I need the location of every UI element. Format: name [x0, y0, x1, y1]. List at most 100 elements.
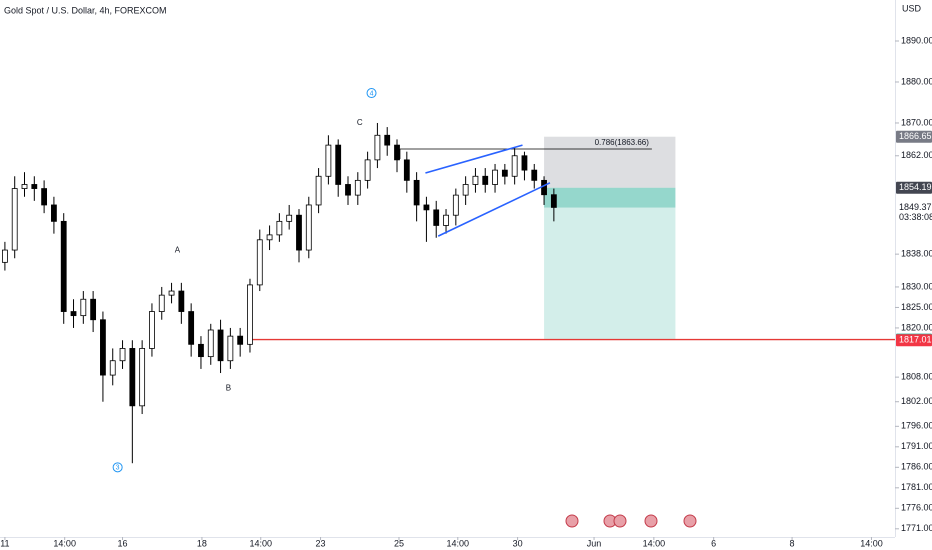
wave-circle	[366, 88, 377, 99]
trend-line	[437, 182, 551, 237]
candle-body	[41, 188, 48, 206]
candle-body	[452, 194, 459, 216]
candle-body	[90, 298, 97, 321]
price-tag-countdown: 03:38:08	[899, 212, 932, 222]
candle-body	[413, 179, 420, 206]
candle-body	[423, 204, 430, 211]
price-tag-bg	[896, 130, 932, 143]
y-tick-label: 1776.00	[901, 503, 932, 513]
candle-body	[237, 335, 244, 345]
y-tick-label: 1820.00	[901, 322, 932, 332]
candle-body	[198, 343, 204, 358]
stop-zone	[544, 136, 676, 188]
wave-label: B	[226, 383, 231, 392]
fib-label: 0.786(1863.66)	[595, 138, 650, 147]
candle-body	[276, 220, 283, 236]
candle-body	[550, 194, 557, 208]
candle-body	[119, 348, 126, 362]
x-tick-label: 30	[513, 538, 523, 548]
candle-body	[139, 348, 146, 407]
price-tag: 1817.01	[896, 334, 932, 347]
target-zone	[544, 187, 676, 340]
x-tick-label: 14:00	[53, 538, 76, 548]
price-tag-label: 1854.19	[899, 182, 932, 192]
candle-body	[217, 329, 224, 362]
price-tag-bg	[896, 334, 932, 347]
trend-line	[425, 144, 523, 174]
x-tick-label: Jun	[587, 538, 602, 548]
y-tick-label: 1825.00	[901, 302, 932, 312]
y-tick-label: 1771.00	[901, 523, 932, 533]
price-tag-bg	[896, 181, 932, 194]
y-tick-label: 1870.00	[901, 117, 932, 127]
x-tick-label: 14:00	[249, 538, 272, 548]
candle-body	[541, 179, 547, 196]
candle-body	[335, 144, 342, 185]
candle-body	[188, 311, 195, 345]
candle-body	[384, 134, 391, 146]
candle-body	[364, 159, 371, 181]
x-tick-label: 14:00	[643, 538, 666, 548]
x-tick-label: 14:00	[860, 538, 883, 548]
price-tag-bg	[896, 201, 932, 214]
open-profit-zone	[544, 187, 676, 208]
candle-body	[109, 360, 116, 376]
candle-body	[345, 184, 351, 196]
x-tick-label: 11	[0, 538, 9, 548]
wave-label: A	[175, 246, 181, 255]
candle-body	[403, 159, 410, 181]
candle-body	[256, 239, 263, 286]
y-tick-label: 1808.00	[901, 372, 932, 382]
candle-body	[70, 311, 77, 317]
candle-body	[472, 175, 479, 185]
y-tick-label: 1796.00	[901, 421, 932, 431]
candle-body	[354, 179, 361, 196]
x-tick-label: 16	[118, 538, 128, 548]
x-tick-label: 25	[394, 538, 404, 548]
wave-label: 4	[370, 90, 374, 97]
y-tick-label: 1830.00	[901, 281, 932, 291]
candle-body	[158, 294, 165, 312]
x-tick-label: 6	[711, 538, 716, 548]
chart-title: Gold Spot / U.S. Dollar, 4h, FOREXCOM	[4, 5, 167, 15]
candle-body	[168, 290, 175, 296]
candle-body	[433, 209, 440, 226]
candle-body	[21, 184, 28, 189]
candle-body	[296, 214, 302, 251]
y-tick-label: 1791.00	[901, 441, 932, 451]
event-icons	[565, 514, 697, 528]
candle-body	[374, 134, 381, 161]
candle-body	[100, 319, 106, 376]
candle-body	[227, 335, 234, 362]
price-tag-label: 1866.65	[899, 131, 932, 141]
x-tick-label: 18	[197, 538, 207, 548]
candle-body	[492, 169, 498, 185]
x-tick-label: 14:00	[447, 538, 470, 548]
wave-circle	[112, 462, 123, 473]
candle-body	[305, 204, 312, 251]
candle-body	[149, 311, 155, 349]
candle-body	[247, 284, 253, 345]
candle-body	[482, 175, 489, 185]
candle-body	[80, 298, 87, 317]
y-tick-label: 1890.00	[901, 35, 932, 45]
price-tag: 1866.65	[896, 130, 932, 143]
candle-body	[2, 249, 8, 263]
candle-body	[129, 348, 136, 407]
x-tick-label: 8	[790, 538, 795, 548]
candle-body	[31, 184, 38, 189]
candle-body	[462, 184, 469, 196]
candle-body	[207, 329, 214, 358]
candle-body	[60, 220, 67, 312]
y-tick-label: 1781.00	[901, 482, 932, 492]
candle-body	[286, 214, 293, 222]
y-tick-label: 1862.00	[901, 150, 932, 160]
candle-body	[325, 144, 332, 177]
currency: USD	[902, 3, 922, 13]
wave-label: C	[357, 118, 363, 127]
price-tag-label: 1817.01	[899, 335, 932, 345]
x-tick-label: 23	[316, 538, 326, 548]
candle-body	[266, 234, 273, 241]
